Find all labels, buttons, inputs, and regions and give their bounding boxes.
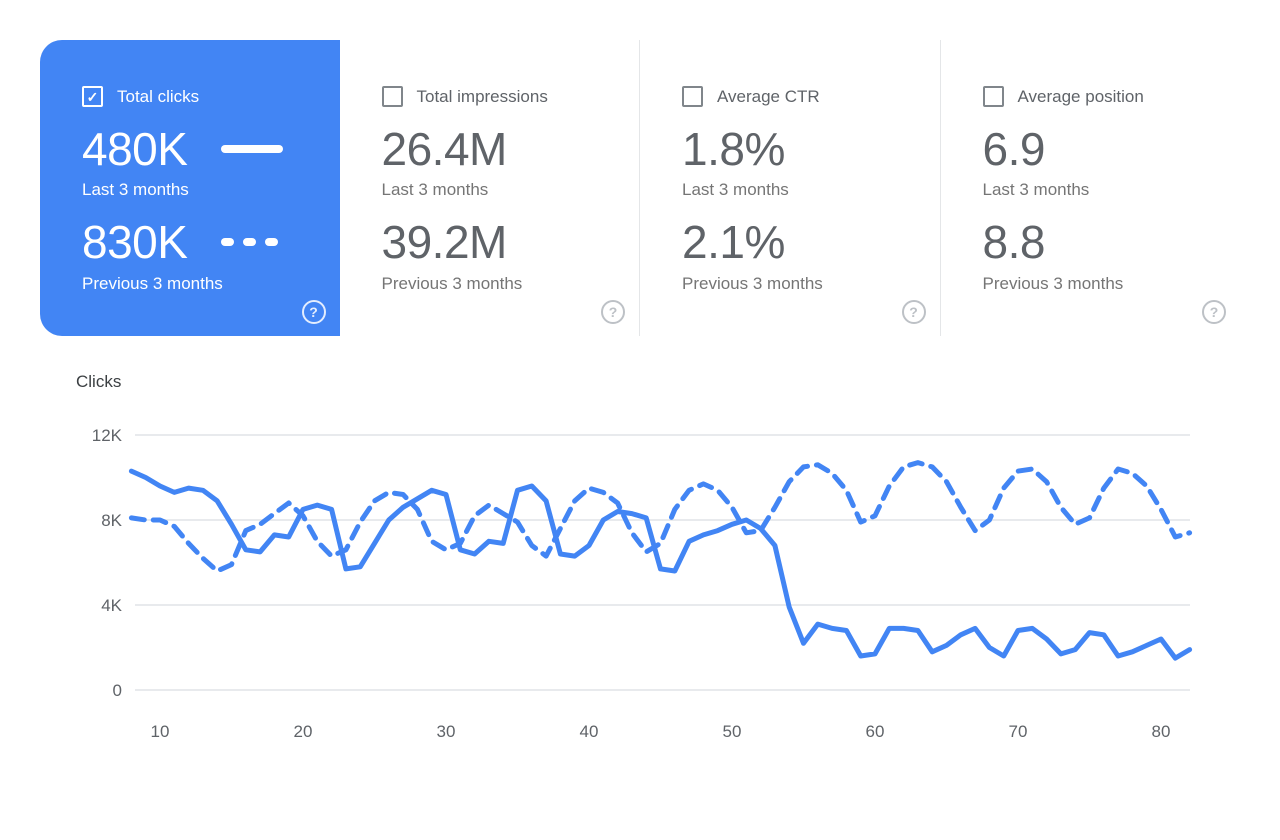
metric-label: Total impressions [416,86,548,106]
svg-text:30: 30 [437,722,456,741]
previous-caption: Previous 3 months [381,273,523,293]
previous-caption: Previous 3 months [682,273,823,293]
previous-value-row: 8.8 [982,216,1217,269]
svg-text:20: 20 [294,722,313,741]
svg-text:40: 40 [580,722,599,741]
checkbox-average-position[interactable] [982,86,1004,107]
help-icon[interactable]: ? [301,300,326,324]
metric-label: Average position [1017,86,1144,106]
metric-card-total-impressions[interactable]: Total impressions 26.4M Last 3 months 39… [339,40,639,336]
current-caption: Last 3 months [682,180,789,200]
svg-text:10: 10 [151,722,170,741]
previous-value-row: 830K [82,216,316,269]
metric-cards-row: Total clicks 480K Last 3 months 830K Pre… [40,40,1240,336]
checkbox-total-impressions[interactable] [381,86,403,107]
svg-text:70: 70 [1009,722,1028,741]
current-value-row: 6.9 [982,123,1217,175]
current-caption: Last 3 months [982,180,1090,200]
help-icon[interactable]: ? [601,300,625,324]
help-icon[interactable]: ? [1202,300,1226,324]
metric-label: Total clicks [117,86,200,106]
help-icon[interactable]: ? [901,300,926,324]
checkbox-total-clicks[interactable] [82,86,103,107]
previous-caption: Previous 3 months [82,273,223,293]
series-solid-line [128,468,1193,661]
current-value-row: 480K [82,125,316,173]
metric-label: Average CTR [717,86,820,106]
checkbox-average-ctr[interactable] [682,86,703,107]
svg-text:50: 50 [723,722,742,741]
series-dashed-line [128,460,1193,574]
card-head: Total impressions [381,86,616,107]
card-head: Average position [982,86,1217,107]
solid-line-legend-icon [221,145,284,154]
clicks-line-chart[interactable]: 0 4K 8K 12K 10 20 30 40 50 60 70 80 [0,340,1280,840]
card-head: Average CTR [682,86,916,107]
current-value: 480K [82,123,188,175]
svg-text:0: 0 [113,681,122,700]
dashed-line-legend-icon [221,238,279,247]
previous-value: 8.8 [982,216,1046,269]
current-value: 6.9 [982,123,1046,175]
previous-value: 2.1% [682,216,785,269]
previous-value: 830K [82,216,188,269]
previous-caption: Previous 3 months [982,273,1124,293]
previous-value-row: 2.1% [682,216,916,269]
svg-text:4K: 4K [101,596,122,615]
chart-title: Clicks [76,372,122,391]
svg-text:12K: 12K [92,426,123,445]
current-value: 26.4M [381,123,508,175]
svg-text:60: 60 [866,722,885,741]
previous-value-row: 39.2M [381,216,616,269]
current-value-row: 1.8% [682,123,916,175]
metric-card-average-ctr[interactable]: Average CTR 1.8% Last 3 months 2.1% Prev… [639,40,940,336]
card-head: Total clicks [82,86,316,107]
metric-card-average-position[interactable]: Average position 6.9 Last 3 months 8.8 P… [939,40,1240,336]
svg-text:80: 80 [1152,722,1171,741]
svg-text:8K: 8K [101,511,122,530]
metric-card-total-clicks[interactable]: Total clicks 480K Last 3 months 830K Pre… [40,40,340,336]
current-value: 1.8% [682,123,785,175]
current-caption: Last 3 months [381,180,489,200]
current-caption: Last 3 months [82,180,189,200]
previous-value: 39.2M [381,216,508,269]
current-value-row: 26.4M [381,123,616,175]
